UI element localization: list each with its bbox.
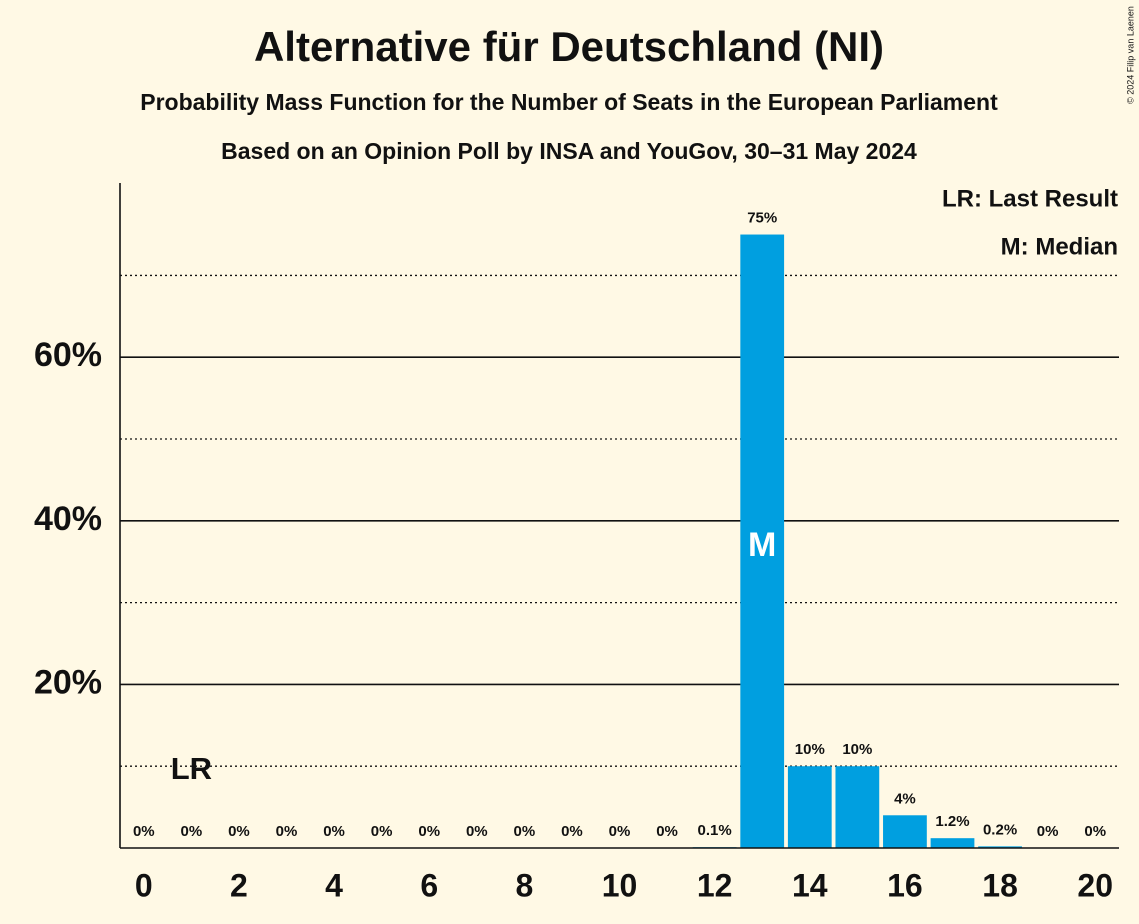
value-label: 0.2%	[983, 821, 1017, 838]
x-tick-label: 10	[602, 867, 638, 903]
value-label: 4%	[894, 790, 916, 807]
x-tick-label: 12	[697, 867, 733, 903]
value-label: 75%	[747, 210, 777, 227]
bar	[930, 838, 975, 848]
value-label: 0%	[418, 823, 440, 840]
x-tick-label: 14	[792, 867, 828, 903]
y-tick-label: 60%	[34, 336, 102, 374]
value-label: 10%	[795, 741, 825, 758]
x-tick-label: 0	[135, 867, 153, 903]
last-result-marker: LR	[171, 751, 212, 786]
x-tick-label: 2	[230, 867, 248, 903]
copyright: © 2024 Filip van Laenen	[1125, 6, 1135, 104]
y-tick-label: 20%	[34, 663, 102, 701]
x-tick-label: 4	[325, 867, 343, 903]
x-tick-label: 18	[982, 867, 1018, 903]
chart-subtitle: Probability Mass Function for the Number…	[140, 89, 998, 115]
value-label: 1.2%	[935, 813, 969, 830]
value-label: 0%	[561, 823, 583, 840]
value-label: 0%	[1037, 823, 1059, 840]
bar	[835, 766, 880, 848]
x-tick-label: 16	[887, 867, 923, 903]
x-tick-label: 6	[420, 867, 438, 903]
value-label: 0.1%	[698, 822, 732, 839]
bar	[978, 846, 1022, 848]
value-label: 0%	[228, 823, 250, 840]
chart-title: Alternative für Deutschland (NI)	[254, 23, 884, 70]
y-tick-label: 40%	[34, 500, 102, 538]
x-tick-label: 20	[1077, 867, 1113, 903]
value-label: 0%	[1084, 823, 1106, 840]
value-label: 0%	[181, 823, 203, 840]
value-label: 0%	[133, 823, 155, 840]
value-label: 0%	[514, 823, 536, 840]
value-label: 0%	[323, 823, 345, 840]
value-label: 0%	[466, 823, 488, 840]
value-label: 10%	[842, 741, 872, 758]
bar	[740, 234, 785, 848]
x-tick-label: 8	[515, 867, 533, 903]
chart-subtitle: Based on an Opinion Poll by INSA and You…	[221, 138, 917, 164]
median-marker: M	[748, 526, 776, 564]
legend-entry: M: Median	[1001, 233, 1118, 260]
bar	[787, 766, 832, 848]
value-label: 0%	[609, 823, 631, 840]
value-label: 0%	[371, 823, 393, 840]
legend-entry: LR: Last Result	[942, 185, 1118, 212]
value-label: 0%	[276, 823, 298, 840]
value-label: 0%	[656, 823, 678, 840]
bar	[883, 815, 927, 848]
